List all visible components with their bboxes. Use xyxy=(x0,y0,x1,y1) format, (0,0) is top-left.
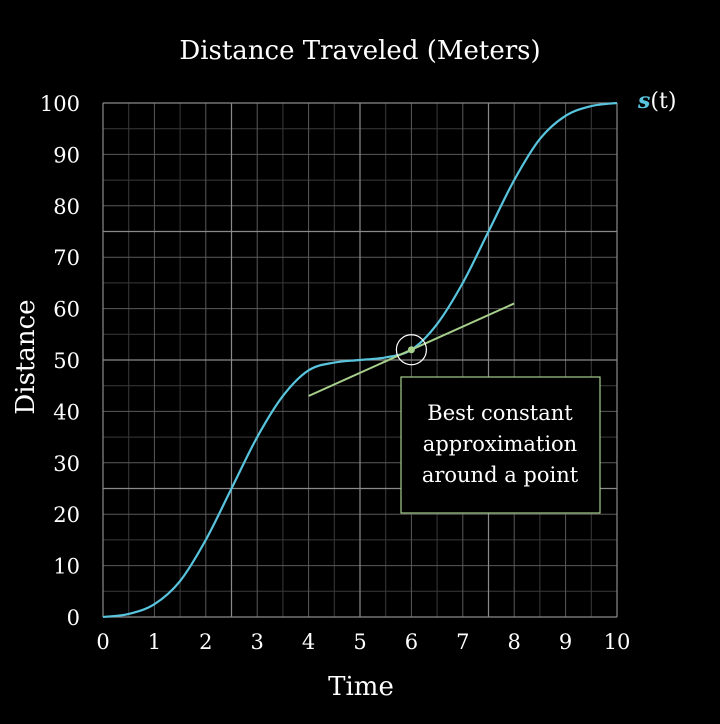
x-tick-label: 4 xyxy=(302,630,315,654)
legend-series-symbol: s xyxy=(637,88,650,114)
series-legend-label: s(t) xyxy=(637,88,676,114)
annotation-text-line: Best constant xyxy=(427,401,573,425)
distance-curve xyxy=(102,101,618,619)
y-tick-label: 100 xyxy=(40,92,80,116)
y-tick-label: 0 xyxy=(67,606,80,630)
annotation-layer: Best constant approximation around a point xyxy=(400,376,601,514)
y-tick-label: 30 xyxy=(53,452,80,476)
x-tick-label: 2 xyxy=(199,630,212,654)
y-tick-label: 60 xyxy=(53,298,80,322)
y-axis-label: Distance xyxy=(11,299,41,414)
y-tick-label: 20 xyxy=(53,503,80,527)
y-tick-label: 50 xyxy=(53,349,80,373)
x-tick-label: 9 xyxy=(559,630,572,654)
y-tick-label: 10 xyxy=(53,555,80,579)
x-tick-label: 10 xyxy=(604,630,631,654)
highlight-point xyxy=(407,346,415,354)
annotation-text-line: around a point xyxy=(422,463,579,487)
legend-series-argument: (t) xyxy=(650,89,676,114)
annotation-box xyxy=(400,376,601,514)
y-tick-label: 70 xyxy=(53,246,80,270)
x-tick-label: 5 xyxy=(353,630,366,654)
x-tick-label: 7 xyxy=(456,630,469,654)
x-tick-label: 0 xyxy=(96,630,109,654)
y-tick-label: 80 xyxy=(53,195,80,219)
chart-title: Distance Traveled (Meters) xyxy=(179,36,540,66)
y-tick-label: 40 xyxy=(53,400,80,424)
annotation-text-line: approximation xyxy=(423,432,577,456)
x-tick-label: 8 xyxy=(508,630,521,654)
series-layer xyxy=(102,101,618,619)
highlight-ring xyxy=(395,334,427,366)
x-tick-label: 6 xyxy=(405,630,418,654)
x-axis-label: Time xyxy=(328,672,394,702)
x-tick-label: 3 xyxy=(251,630,264,654)
y-tick-label: 90 xyxy=(53,143,80,167)
x-tick-label: 1 xyxy=(148,630,161,654)
